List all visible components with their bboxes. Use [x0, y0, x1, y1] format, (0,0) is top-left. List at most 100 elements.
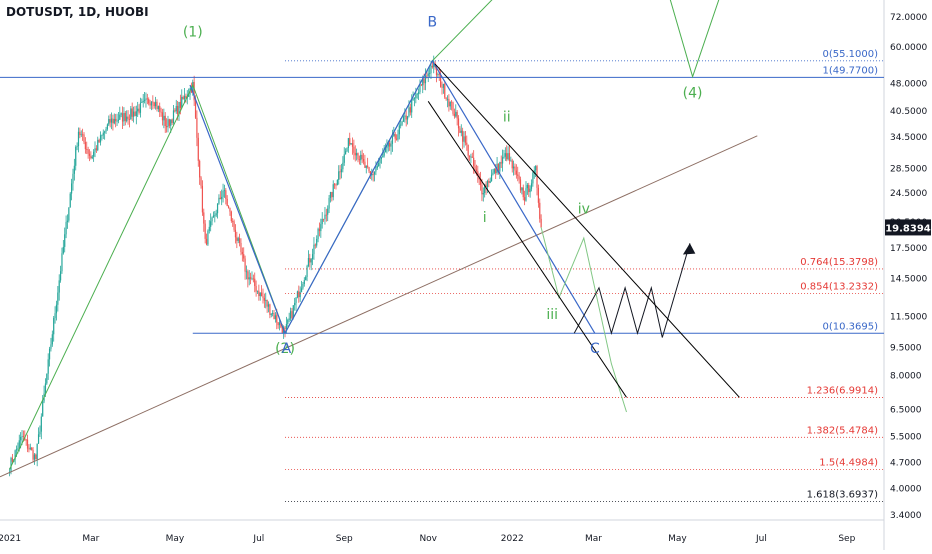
candle-body: [21, 436, 23, 438]
y-tick-label: 4.0000: [890, 485, 922, 495]
candle-body: [328, 197, 330, 209]
candle-body: [80, 134, 82, 136]
candle-body: [486, 180, 489, 188]
candle-body: [518, 175, 520, 180]
last-price-label: 19.8394: [885, 223, 931, 234]
candle-body: [371, 174, 373, 176]
candle-body: [95, 148, 97, 151]
wave-label: B: [428, 15, 438, 31]
candle-body: [430, 65, 432, 74]
candle-body: [146, 98, 148, 100]
candle-body: [524, 197, 526, 201]
candle-body: [409, 107, 411, 113]
candle-body: [117, 119, 120, 121]
candle-body: [504, 153, 506, 157]
candle-body: [510, 160, 512, 162]
candle-body: [98, 139, 100, 143]
candle-body: [232, 221, 234, 222]
fib-level-label: 1(49.7700): [822, 65, 878, 76]
candle-body: [419, 84, 421, 93]
y-tick-label: 34.5000: [890, 133, 927, 143]
candle-body: [97, 139, 99, 151]
candle-body: [40, 416, 42, 432]
candle-body: [230, 211, 232, 222]
last-price-tag: [885, 219, 931, 236]
candle-body: [201, 185, 204, 213]
candle-body: [207, 230, 209, 245]
candle-body: [256, 290, 259, 292]
candle-body: [251, 278, 253, 280]
candle-body: [11, 457, 13, 462]
candle-body: [134, 111, 136, 117]
candle-body: [69, 193, 71, 208]
candle-body: [333, 184, 336, 186]
candle-body: [138, 108, 140, 113]
symbol-title: DOTUSDT, 1D, HUOBI: [6, 5, 149, 19]
candle-body: [168, 119, 170, 126]
candle-body: [497, 163, 500, 172]
candle-body: [488, 180, 490, 183]
candle-body: [153, 102, 155, 107]
candle-body: [519, 179, 522, 191]
candle-body: [218, 197, 220, 204]
candle-body: [347, 138, 349, 149]
candle-body: [58, 280, 60, 293]
candle-body: [143, 99, 146, 101]
candle-body: [526, 184, 528, 189]
candle-body: [380, 157, 383, 160]
candle-body: [365, 165, 367, 168]
candle-body: [305, 276, 307, 281]
candle-body: [345, 151, 347, 155]
candle-body: [353, 146, 355, 153]
candle-body: [152, 101, 154, 103]
candle-body: [163, 115, 165, 121]
candle-body: [276, 315, 278, 323]
candle-body: [294, 302, 296, 306]
candle-body: [375, 168, 377, 172]
wave-label: (1): [183, 24, 203, 40]
candle-body: [26, 439, 29, 449]
candle-body: [460, 130, 462, 133]
candle-body: [539, 202, 541, 219]
candle-body: [188, 94, 190, 97]
y-tick-label: 14.5000: [890, 275, 927, 285]
candle-body: [343, 154, 345, 163]
candle-body: [364, 161, 366, 168]
candle-body: [120, 113, 122, 115]
candle-body: [17, 448, 19, 450]
candle-body: [219, 197, 221, 200]
candle-body: [389, 142, 391, 147]
candle-body: [204, 223, 206, 239]
candle-body: [227, 206, 230, 208]
candle-body: [91, 156, 93, 159]
candle-body: [511, 160, 513, 169]
candle-body: [273, 313, 275, 320]
candle-body: [336, 180, 338, 186]
candle-body: [248, 277, 250, 280]
candle-body: [226, 198, 228, 207]
x-tick-label: 2022: [501, 534, 524, 544]
fib-level-label: 0(55.1000): [822, 49, 878, 60]
candle-body: [433, 62, 435, 68]
candle-body: [51, 334, 53, 345]
candle-body: [464, 136, 467, 143]
candle-body: [73, 165, 75, 174]
candle-body: [172, 110, 175, 123]
candle-body: [164, 115, 166, 126]
candle-body: [76, 146, 78, 147]
candle-body: [22, 436, 25, 437]
forecast-green-path: [540, 227, 627, 413]
candle-body: [525, 188, 527, 201]
candle-body: [462, 130, 464, 142]
candle-body: [53, 318, 55, 335]
candle-body: [325, 214, 327, 216]
candle-body: [48, 348, 51, 360]
candle-body: [427, 73, 429, 76]
candle-body: [296, 291, 299, 298]
candle-body: [145, 98, 147, 100]
candle-body: [59, 271, 62, 281]
candle-body: [442, 83, 444, 88]
candle-body: [400, 124, 402, 126]
